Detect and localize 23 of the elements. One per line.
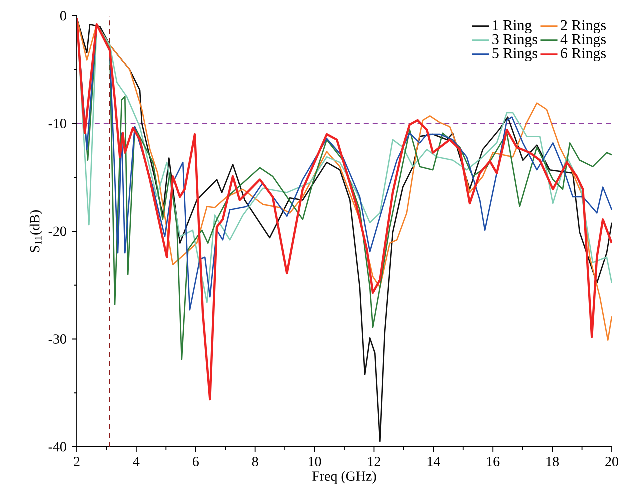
y-tick-label: -10 (48, 119, 66, 128)
y-tick-label: -30 (48, 334, 66, 344)
y-tick-label: 0 (60, 11, 66, 21)
x-tick-label: 10 (309, 457, 322, 466)
x-tick-label: 12 (368, 457, 380, 466)
legend-label: 2 Rings (561, 20, 606, 34)
x-axis-title: Freq (GHz) (312, 471, 376, 484)
y-tick-label: -20 (48, 226, 66, 236)
x-tick-label: 18 (546, 457, 559, 466)
legend-label: 4 Rings (560, 34, 606, 48)
legend-label: 3 Rings (492, 34, 538, 48)
legend-label: 6 Rings (561, 48, 606, 62)
legend-label: 5 Rings (492, 48, 538, 62)
x-tick-label: 2 (74, 457, 80, 466)
x-tick-label: 6 (192, 457, 199, 466)
legend-label: 1 Ring (493, 20, 532, 34)
x-tick-label: 8 (252, 457, 258, 466)
x-tick-label: 20 (606, 457, 618, 466)
y-axis-title: S$_{11}$(dB) (30, 210, 43, 252)
x-tick-label: 4 (133, 457, 140, 466)
y-tick-label: -40 (48, 442, 66, 452)
x-tick-label: 14 (428, 457, 440, 466)
x-tick-label: 16 (487, 457, 500, 466)
